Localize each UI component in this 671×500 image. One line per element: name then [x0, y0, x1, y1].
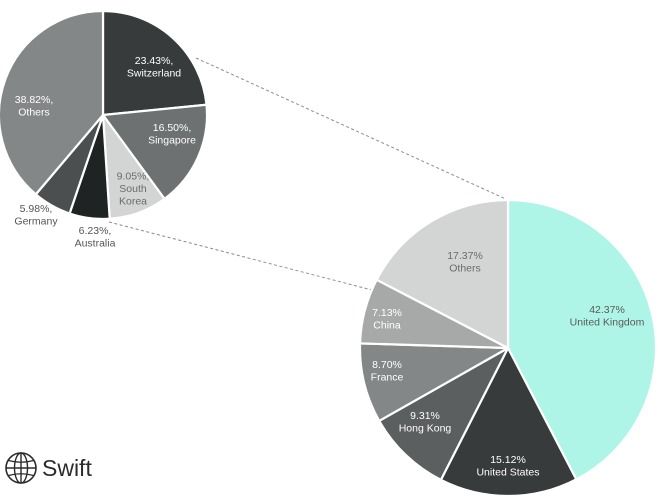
pie-slice-others	[375, 198, 510, 350]
data-label-value-switzerland: 23.43%,	[135, 55, 174, 67]
data-label-value-singapore: 16.50%,	[153, 122, 192, 134]
data-label-value-south-korea: 9.05%,	[117, 171, 150, 183]
data-label-name-germany: Germany	[14, 215, 58, 227]
data-label-name-france: France	[371, 371, 404, 383]
connector-line-bottom	[108, 221, 373, 291]
data-label-name-others: Others	[18, 106, 50, 118]
data-label-name-others: Others	[449, 262, 481, 274]
data-label-value-united-kingdom: 42.37%	[589, 304, 625, 316]
pie-slice-united-states	[439, 346, 578, 498]
data-label-name-switzerland: Switzerland	[127, 67, 181, 79]
pie-slice-singapore	[101, 103, 209, 200]
connector-lines	[108, 57, 509, 291]
data-label-value-hong-kong: 9.31%	[410, 410, 440, 422]
main-pie: 42.37%United Kingdom 15.12%United States 9…	[358, 198, 658, 498]
pie-slice-united-kingdom	[506, 198, 658, 481]
globe-icon	[5, 452, 37, 484]
logo-text: Swift	[42, 454, 92, 481]
swift-logo: Swift	[4, 451, 92, 485]
pie-slice-switzerland	[101, 9, 208, 117]
data-label-value-others: 17.37%	[447, 250, 483, 262]
data-label-value-united-states: 15.12%	[490, 454, 526, 466]
data-label-value-china: 7.13%	[372, 307, 402, 319]
data-label-name-china: China	[373, 319, 401, 331]
data-label-name-south-korea: Korea	[119, 196, 147, 208]
data-label-value-others: 38.82%,	[15, 94, 54, 106]
pie-slice-others	[0, 9, 105, 196]
others-breakdown-pie: 23.43%,Switzerland 16.50%,Singapore 9.05%,…	[0, 9, 209, 249]
data-label-value-australia: 6.23%,	[79, 225, 112, 237]
pie-slice-hong-kong	[378, 346, 510, 482]
data-label-name-australia: Australia	[75, 237, 116, 249]
data-label-value-germany: 5.98%,	[20, 203, 53, 215]
data-label-name-united-kingdom: United Kingdom	[570, 316, 645, 328]
data-label-name-singapore: Singapore	[148, 134, 196, 146]
data-label-name-south-korea: South	[119, 183, 147, 195]
connector-line-top	[195, 57, 509, 201]
data-label-value-france: 8.70%	[372, 359, 402, 371]
data-label-name-hong-kong: Hong Kong	[399, 422, 452, 434]
data-label-name-united-states: United States	[476, 466, 539, 478]
